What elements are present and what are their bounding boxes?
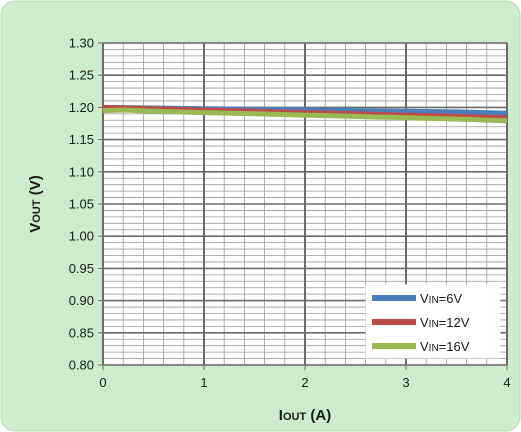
x-tick-labels: 0 1 2 3 4 [99, 365, 511, 390]
x-tick-label: 1 [200, 375, 207, 390]
series-line-3 [102, 107, 508, 124]
y-tick-label: 0.95 [69, 261, 94, 276]
major-gridlines [102, 42, 508, 366]
legend: VIN=6V VIN=12V VIN=16V [365, 284, 501, 359]
y-axis-title: VOUT (V) [27, 175, 44, 232]
y-tick-label: 1.25 [69, 68, 94, 83]
series-lines [102, 104, 508, 124]
y-tick-label: 1.20 [69, 100, 94, 115]
legend-label-2: VIN=12V [420, 315, 470, 330]
x-tick-label: 3 [402, 375, 409, 390]
y-tick-label: 1.30 [69, 36, 94, 51]
legend-label-3: VIN=16V [420, 339, 470, 354]
x-axis-title: IOUT (A) [279, 407, 331, 424]
legend-label-1: VIN=6V [420, 291, 462, 306]
y-tick-label: 0.85 [69, 325, 94, 340]
x-tick-label: 2 [301, 375, 308, 390]
y-tick-label: 1.15 [69, 132, 94, 147]
y-tick-label: 0.80 [69, 358, 94, 373]
y-tick-label: 1.10 [69, 164, 94, 179]
y-tick-label: 1.00 [69, 229, 94, 244]
x-tick-label: 0 [99, 375, 106, 390]
y-tick-label: 0.90 [69, 293, 94, 308]
y-tick-label: 1.05 [69, 197, 94, 212]
x-tick-label: 4 [503, 375, 510, 390]
y-tick-labels: 0.80 0.85 0.90 0.95 1.00 1.05 1.10 1.15 1.20 1.25… [69, 36, 103, 373]
